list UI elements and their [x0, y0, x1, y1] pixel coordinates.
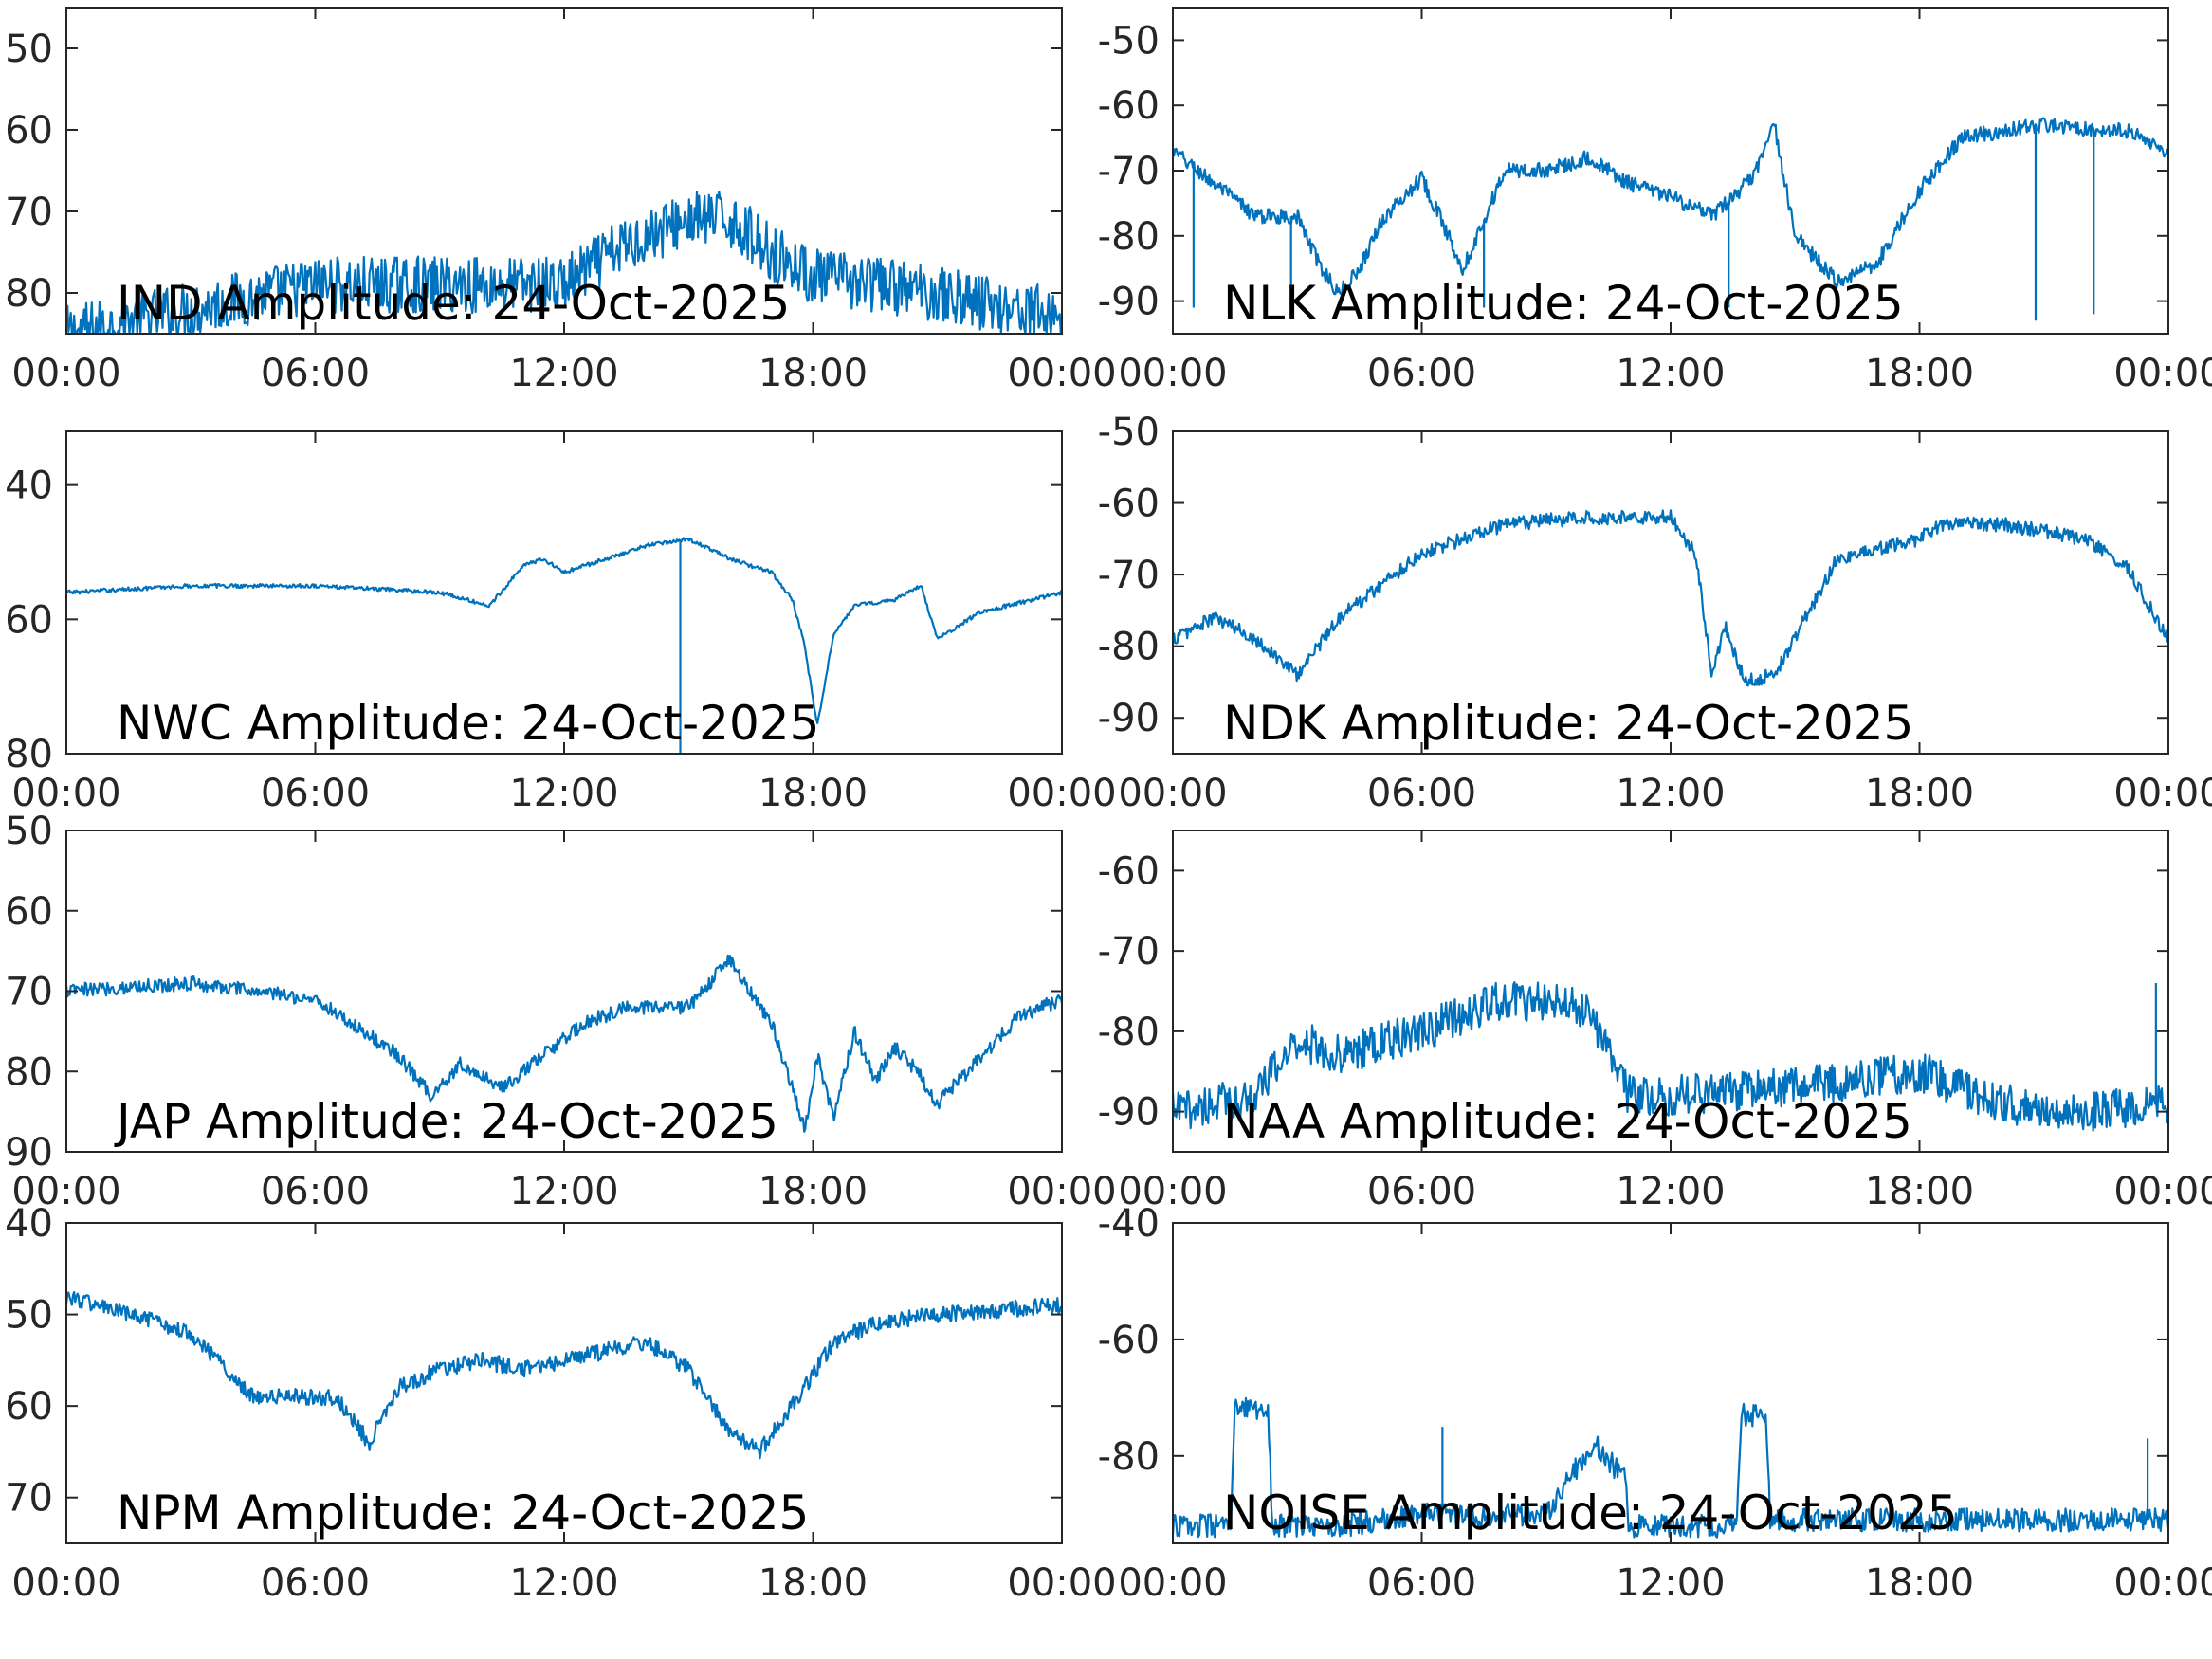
x-tick-label: 06:00 [261, 1561, 370, 1605]
x-tick-label: 00:00 [2113, 772, 2212, 815]
x-tick-label: 00:00 [11, 1561, 120, 1605]
y-tick-label: 50 [5, 27, 53, 71]
x-tick-label: 00:00 [1007, 772, 1116, 815]
y-tick-label: 70 [5, 191, 53, 234]
x-tick-label: 06:00 [261, 772, 370, 815]
panel-title: NWC Amplitude: 24-Oct-2025 [117, 696, 819, 751]
x-tick-label: 18:00 [1865, 1561, 1974, 1605]
x-tick-label: 18:00 [759, 352, 868, 395]
y-tick-label: -80 [1098, 215, 1160, 259]
y-tick-label: -60 [1098, 1319, 1160, 1362]
x-tick-label: 12:00 [1616, 1170, 1725, 1213]
x-tick-label: 18:00 [1865, 352, 1974, 395]
y-tick-label: 60 [5, 598, 53, 642]
y-tick-label: -90 [1098, 281, 1160, 324]
y-tick-label: -60 [1098, 849, 1160, 893]
y-tick-label: 90 [5, 1131, 53, 1175]
y-tick-label: -60 [1098, 483, 1160, 526]
data-series-line [66, 191, 1062, 334]
y-tick-label: -90 [1098, 697, 1160, 740]
x-tick-label: 00:00 [1007, 1561, 1116, 1605]
y-tick-label: -90 [1098, 1091, 1160, 1135]
y-tick-label: 80 [5, 1050, 53, 1094]
y-tick-label: -80 [1098, 1011, 1160, 1054]
x-tick-label: 12:00 [1616, 1561, 1725, 1605]
chart-panel-1: 00:00 06:00 12:00 18:00 00:00 50 60 70 80 IND Amp… [5, 7, 1117, 395]
x-tick-label: 00:00 [1118, 1170, 1227, 1213]
chart-panel-4: 00:00 06:00 12:00 18:00 00:00 -50 -60 -70 -80 -90… [1098, 410, 2212, 815]
x-tick-label: 06:00 [1367, 1170, 1476, 1213]
y-tick-label: 50 [5, 810, 53, 853]
y-tick-label: 40 [5, 465, 53, 508]
y-tick-label: -40 [1098, 1202, 1160, 1246]
data-series-line [1173, 981, 2168, 1132]
y-tick-label: -70 [1098, 930, 1160, 974]
x-tick-label: 18:00 [1865, 1170, 1974, 1213]
y-tick-label: 40 [5, 1202, 53, 1246]
x-tick-label: 00:00 [2113, 1561, 2212, 1605]
y-tick-label: -60 [1098, 84, 1160, 128]
data-series-line [66, 537, 1062, 724]
x-tick-label: 18:00 [759, 1170, 868, 1213]
y-tick-label: 80 [5, 733, 53, 776]
x-tick-label: 00:00 [1118, 1561, 1227, 1605]
x-tick-label: 00:00 [1118, 772, 1227, 815]
x-tick-label: 12:00 [509, 772, 618, 815]
chart-panel-5: 00:00 06:00 12:00 18:00 00:00 50 60 70 80 90 JAP A… [5, 810, 1117, 1213]
data-series-line [66, 954, 1062, 1133]
x-tick-label: 18:00 [1865, 772, 1974, 815]
panel-title: NLK Amplitude: 24-Oct-2025 [1223, 276, 1904, 331]
y-tick-label: 50 [5, 1294, 53, 1338]
chart-panel-7: 00:00 06:00 12:00 18:00 00:00 40 50 60 70 NPM Amp… [5, 1202, 1117, 1605]
x-tick-label: 00:00 [1007, 352, 1116, 395]
panel-title: IND Amplitude: 24-Oct-2025 [117, 276, 790, 331]
x-tick-label: 00:00 [1007, 1170, 1116, 1213]
y-tick-label: 60 [5, 1385, 53, 1429]
chart-panel-3: 00:00 06:00 12:00 18:00 00:00 40 60 80 NWC Ampli… [5, 430, 1117, 815]
x-tick-label: 18:00 [759, 772, 868, 815]
y-tick-label: -50 [1098, 19, 1160, 63]
x-tick-label: 00:00 [11, 1170, 120, 1213]
x-tick-label: 06:00 [261, 1170, 370, 1213]
y-tick-label: 70 [5, 971, 53, 1014]
data-series-line [66, 1290, 1062, 1460]
y-tick-label: -50 [1098, 410, 1160, 454]
x-tick-label: 00:00 [11, 772, 120, 815]
panel-title: NOISE Amplitude: 24-Oct-2025 [1223, 1486, 1958, 1540]
data-series-line [1173, 509, 2168, 687]
panel-title: JAP Amplitude: 24-Oct-2025 [114, 1094, 778, 1149]
panel-title: NPM Amplitude: 24-Oct-2025 [117, 1486, 809, 1540]
x-tick-label: 00:00 [1118, 352, 1227, 395]
y-tick-label: -70 [1098, 150, 1160, 193]
y-tick-label: -80 [1098, 1435, 1160, 1479]
y-tick-label: 60 [5, 890, 53, 934]
x-tick-label: 00:00 [11, 352, 120, 395]
x-tick-label: 12:00 [1616, 772, 1725, 815]
y-tick-label: 60 [5, 109, 53, 153]
y-tick-label: 80 [5, 272, 53, 316]
x-tick-label: 06:00 [261, 352, 370, 395]
x-tick-label: 06:00 [1367, 1561, 1476, 1605]
x-tick-label: 12:00 [509, 1561, 618, 1605]
x-tick-label: 06:00 [1367, 352, 1476, 395]
y-tick-label: 70 [5, 1477, 53, 1521]
x-tick-label: 12:00 [509, 352, 618, 395]
x-tick-label: 18:00 [759, 1561, 868, 1605]
data-series-line [1173, 1396, 2168, 1539]
y-tick-label: -80 [1098, 626, 1160, 669]
data-series-line [1173, 117, 2168, 296]
panel-title: NAA Amplitude: 24-Oct-2025 [1223, 1094, 1912, 1149]
x-tick-label: 12:00 [1616, 352, 1725, 395]
x-tick-label: 06:00 [1367, 772, 1476, 815]
chart-panel-8: 00:00 06:00 12:00 18:00 00:00 -40 -60 -80 NOISE … [1098, 1202, 2212, 1605]
x-tick-label: 00:00 [2113, 1170, 2212, 1213]
chart-panel-2: 00:00 06:00 12:00 18:00 00:00 -50 -60 -70 -80 -90… [1098, 7, 2212, 395]
chart-panel-6: 00:00 06:00 12:00 18:00 00:00 -60 -70 -80 -90 NAA… [1098, 830, 2212, 1213]
y-tick-label: -70 [1098, 554, 1160, 597]
x-tick-label: 00:00 [2113, 352, 2212, 395]
x-tick-label: 12:00 [509, 1170, 618, 1213]
panel-title: NDK Amplitude: 24-Oct-2025 [1223, 696, 1913, 751]
